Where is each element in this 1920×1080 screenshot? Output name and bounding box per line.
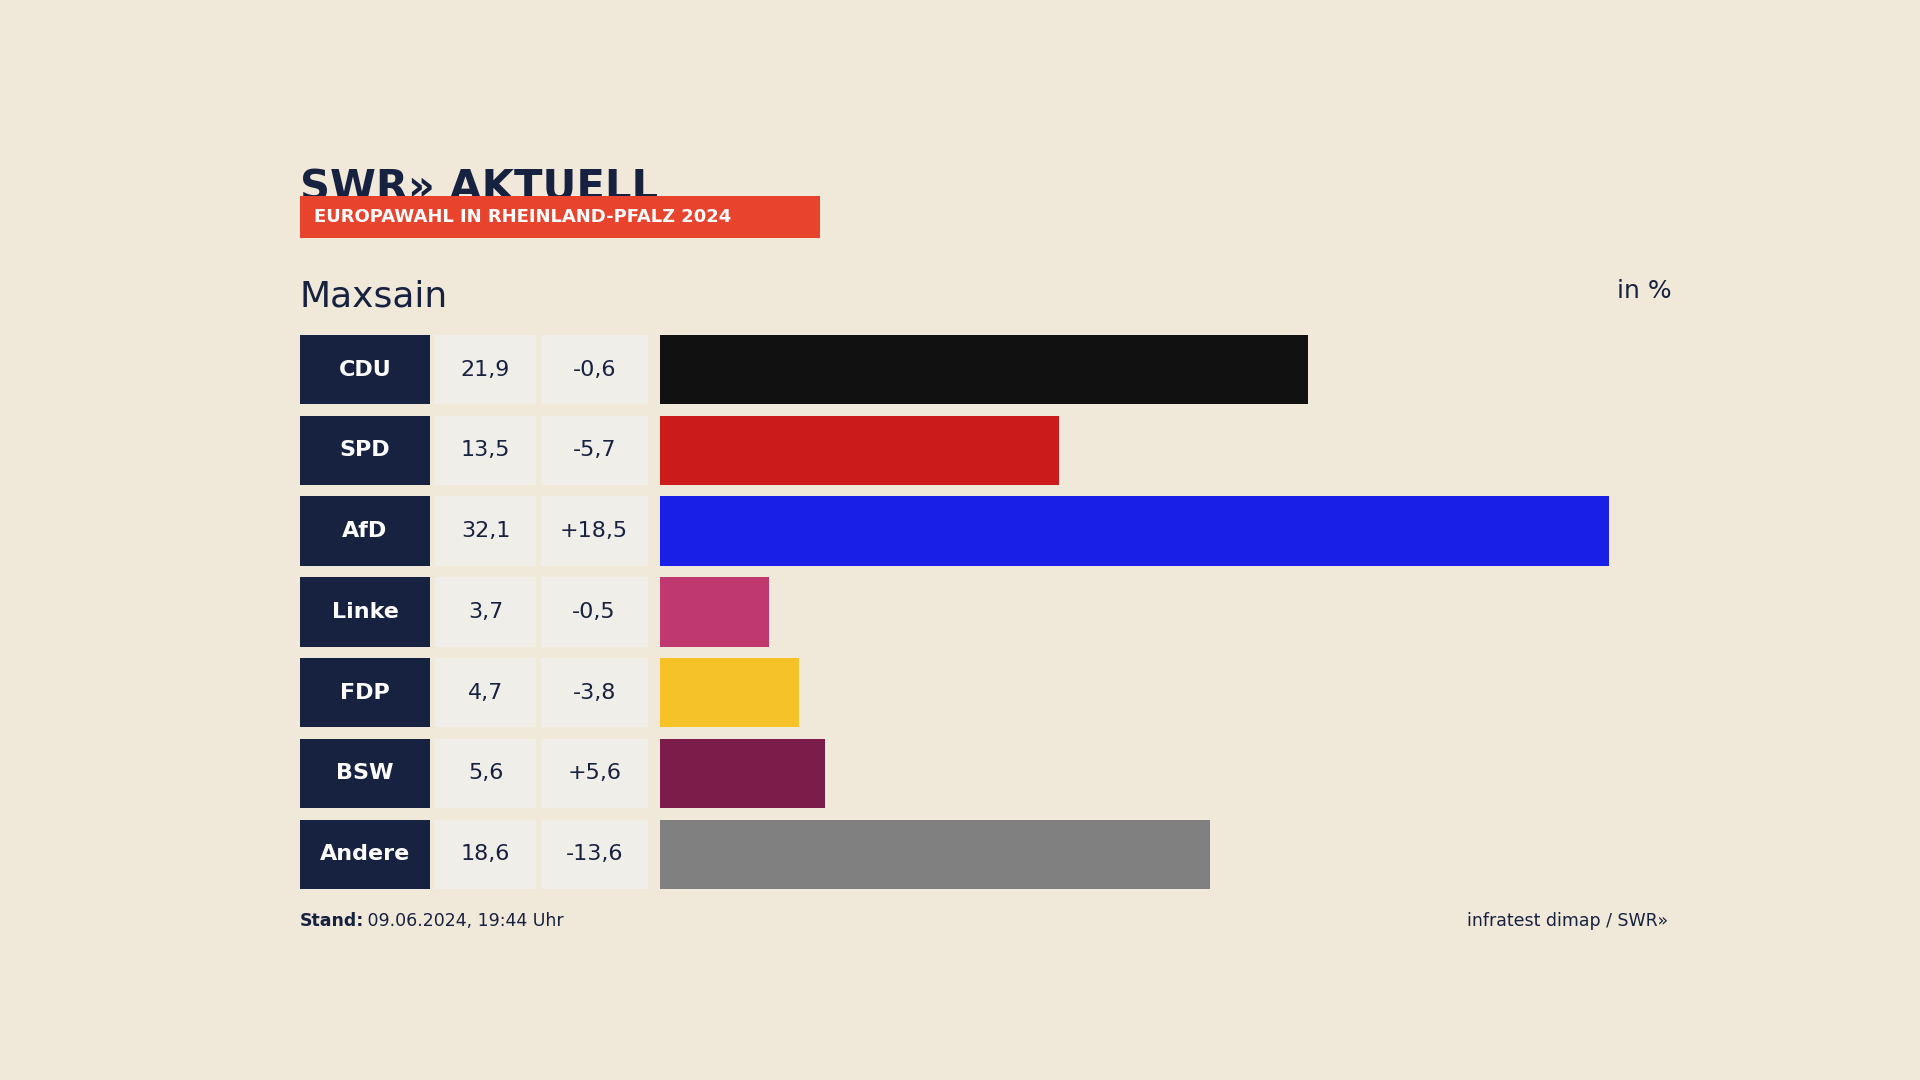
FancyBboxPatch shape [300, 820, 430, 889]
Text: 32,1: 32,1 [461, 522, 511, 541]
Text: +18,5: +18,5 [561, 522, 628, 541]
Text: EUROPAWAHL IN RHEINLAND-PFALZ 2024: EUROPAWAHL IN RHEINLAND-PFALZ 2024 [315, 208, 732, 226]
Text: 09.06.2024, 19:44 Uhr: 09.06.2024, 19:44 Uhr [363, 912, 564, 930]
Text: -0,5: -0,5 [572, 602, 616, 622]
Text: 18,6: 18,6 [461, 845, 511, 864]
Text: FDP: FDP [340, 683, 390, 703]
FancyBboxPatch shape [436, 739, 536, 808]
FancyBboxPatch shape [541, 416, 647, 485]
FancyBboxPatch shape [660, 335, 1308, 404]
FancyBboxPatch shape [541, 497, 647, 566]
FancyBboxPatch shape [541, 658, 647, 728]
Text: -0,6: -0,6 [572, 360, 616, 379]
FancyBboxPatch shape [541, 820, 647, 889]
Text: infratest dimap / SWR»: infratest dimap / SWR» [1467, 912, 1668, 930]
FancyBboxPatch shape [660, 739, 826, 808]
Text: CDU: CDU [338, 360, 392, 379]
Text: 13,5: 13,5 [461, 441, 511, 460]
FancyBboxPatch shape [436, 658, 536, 728]
FancyBboxPatch shape [660, 820, 1210, 889]
Text: Linke: Linke [332, 602, 399, 622]
Text: -5,7: -5,7 [572, 441, 616, 460]
FancyBboxPatch shape [300, 416, 430, 485]
FancyBboxPatch shape [300, 739, 430, 808]
Text: -3,8: -3,8 [572, 683, 616, 703]
FancyBboxPatch shape [541, 577, 647, 647]
Text: Andere: Andere [321, 845, 411, 864]
Text: AfD: AfD [342, 522, 388, 541]
FancyBboxPatch shape [660, 497, 1609, 566]
FancyBboxPatch shape [436, 416, 536, 485]
Text: 21,9: 21,9 [461, 360, 511, 379]
FancyBboxPatch shape [436, 497, 536, 566]
FancyBboxPatch shape [541, 739, 647, 808]
FancyBboxPatch shape [300, 577, 430, 647]
FancyBboxPatch shape [300, 197, 820, 238]
Text: Maxsain: Maxsain [300, 280, 447, 313]
FancyBboxPatch shape [660, 577, 770, 647]
Text: 3,7: 3,7 [468, 602, 503, 622]
FancyBboxPatch shape [436, 577, 536, 647]
FancyBboxPatch shape [660, 658, 799, 728]
FancyBboxPatch shape [436, 335, 536, 404]
FancyBboxPatch shape [660, 416, 1060, 485]
Text: SPD: SPD [340, 441, 390, 460]
Text: in %: in % [1617, 280, 1672, 303]
FancyBboxPatch shape [436, 820, 536, 889]
FancyBboxPatch shape [300, 658, 430, 728]
Text: SWR» AKTUELL: SWR» AKTUELL [300, 167, 659, 210]
Text: 4,7: 4,7 [468, 683, 503, 703]
Text: -13,6: -13,6 [564, 845, 622, 864]
Text: BSW: BSW [336, 764, 394, 783]
Text: +5,6: +5,6 [566, 764, 622, 783]
FancyBboxPatch shape [300, 497, 430, 566]
FancyBboxPatch shape [541, 335, 647, 404]
FancyBboxPatch shape [300, 335, 430, 404]
Text: 5,6: 5,6 [468, 764, 503, 783]
Text: Stand:: Stand: [300, 912, 365, 930]
